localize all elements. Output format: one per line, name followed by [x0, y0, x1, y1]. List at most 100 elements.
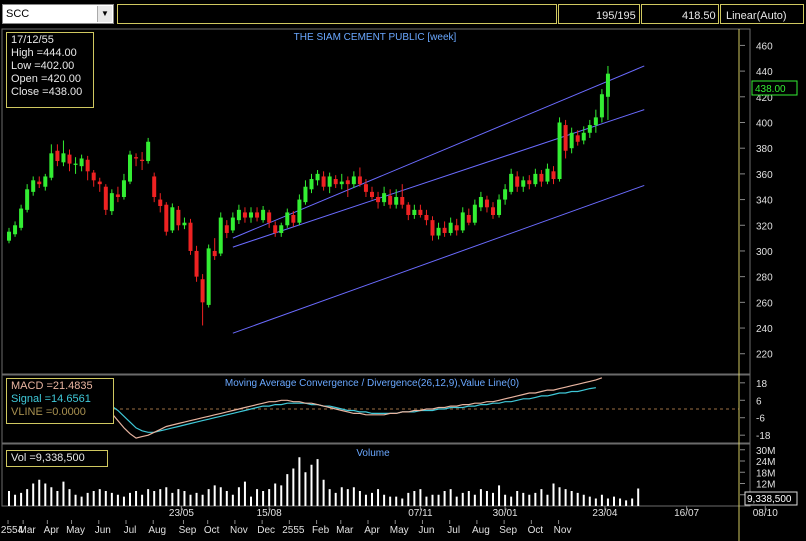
candle-body: [255, 212, 260, 218]
candle-body: [551, 171, 556, 180]
candle-body: [206, 248, 211, 305]
month-label: Jun: [418, 525, 434, 536]
month-label: Nov: [554, 525, 572, 536]
month-label: Sep: [179, 525, 197, 536]
macd-chart-title: Moving Average Convergence / Divergence(…: [225, 378, 519, 389]
candle-body: [224, 225, 229, 233]
price-axis-label: 460: [756, 41, 773, 52]
candle-body: [164, 204, 169, 232]
candle-body: [218, 217, 223, 254]
month-label: Jun: [95, 525, 111, 536]
last-volume-tag-box: [744, 491, 798, 506]
macd-readout: MACD =21.4835 Signal =14.6561 VLINE =0.0…: [6, 378, 114, 424]
candle-body: [503, 189, 508, 200]
readout-vline: VLINE =0.0000: [11, 406, 86, 418]
volume-axis-label: 12M: [756, 480, 775, 491]
candle-body: [297, 199, 302, 223]
price-axis-label: 420: [756, 93, 773, 104]
candle-body: [121, 180, 126, 198]
candle-body: [569, 132, 574, 149]
last-volume-tag: 9,338,500: [747, 494, 792, 505]
price-axis-label: 300: [756, 247, 773, 258]
candle-body: [472, 204, 477, 223]
candle-body: [418, 209, 423, 215]
price-axis-label: 280: [756, 273, 773, 284]
month-label: Apr: [44, 525, 60, 536]
candle-body: [581, 132, 586, 141]
candle-body: [55, 150, 60, 162]
candle-body: [25, 189, 30, 210]
candle-body: [158, 199, 163, 206]
candle-body: [212, 250, 217, 257]
candle-body: [79, 158, 84, 167]
candle-body: [230, 217, 235, 231]
candle-body: [587, 125, 592, 133]
candle-body: [261, 209, 266, 221]
candle-body: [478, 197, 483, 208]
volume-axis-label: 30M: [756, 446, 775, 457]
month-label: May: [390, 525, 409, 536]
price-readout: 418.50: [682, 10, 716, 22]
candle-body: [285, 212, 290, 226]
candle-body: [188, 222, 193, 251]
month-label: 2555: [282, 525, 305, 536]
candle-body: [115, 194, 120, 198]
candle-body: [37, 181, 42, 185]
candle-body: [13, 225, 18, 235]
symbol-text: SCC: [6, 8, 30, 20]
month-label: Oct: [528, 525, 544, 536]
candle-body: [599, 94, 604, 118]
price-panel-frame: [1, 28, 751, 375]
candle-body: [309, 179, 314, 190]
candle-body: [19, 208, 24, 228]
scale-box[interactable]: [720, 4, 804, 24]
candle-body: [539, 173, 544, 182]
candle-body: [436, 227, 441, 236]
candle-body: [49, 153, 54, 178]
price-chart-title: THE SIAM CEMENT PUBLIC [week]: [294, 32, 457, 43]
candle-body: [303, 186, 308, 203]
ohlc-readout: 17/12/55 High =444.00 Low =402.00 Open =…: [6, 32, 94, 108]
volume-panel-frame: [1, 443, 751, 507]
month-label: Dec: [257, 525, 275, 536]
candle-body: [484, 199, 489, 208]
candle-body: [370, 191, 374, 198]
month-label: Apr: [364, 525, 380, 536]
symbol-selector[interactable]: SCC ▼: [2, 4, 114, 24]
candle-body: [236, 209, 241, 221]
readout-open: Open =420.00: [11, 73, 82, 85]
candle-body: [509, 173, 514, 192]
candle-body: [563, 125, 568, 151]
candle-body: [382, 193, 387, 203]
candle-body: [454, 225, 459, 231]
readout-date: 17/12/55: [11, 34, 54, 46]
candle-body: [85, 159, 90, 172]
candle-body: [273, 225, 278, 233]
candle-body: [442, 227, 447, 233]
candle-body: [527, 180, 532, 185]
date-label: 23/04: [592, 508, 617, 519]
month-label: Sep: [499, 525, 517, 536]
readout-macd: MACD =21.4835: [11, 380, 93, 392]
candle-body: [575, 135, 580, 142]
bar-counter: 195/195: [596, 10, 636, 22]
candle-body: [593, 117, 598, 126]
candle-body: [466, 214, 471, 223]
scale-mode[interactable]: Linear(Auto): [726, 10, 787, 22]
candle-body: [43, 176, 48, 187]
month-label: Jul: [447, 525, 460, 536]
candle-body: [176, 209, 181, 226]
date-label: 08/10: [753, 508, 778, 519]
month-label: 2554: [1, 525, 24, 536]
candle-body: [400, 197, 405, 205]
price-axis-label: 400: [756, 118, 773, 129]
month-label: Feb: [312, 525, 330, 536]
candle-body: [61, 153, 66, 163]
date-label: 16/07: [674, 508, 699, 519]
candle-body: [67, 154, 72, 164]
date-label: 23/05: [169, 508, 194, 519]
month-label: May: [66, 525, 85, 536]
volume-readout: Vol =9,338,500: [6, 450, 108, 467]
chevron-down-icon[interactable]: ▼: [97, 6, 112, 22]
